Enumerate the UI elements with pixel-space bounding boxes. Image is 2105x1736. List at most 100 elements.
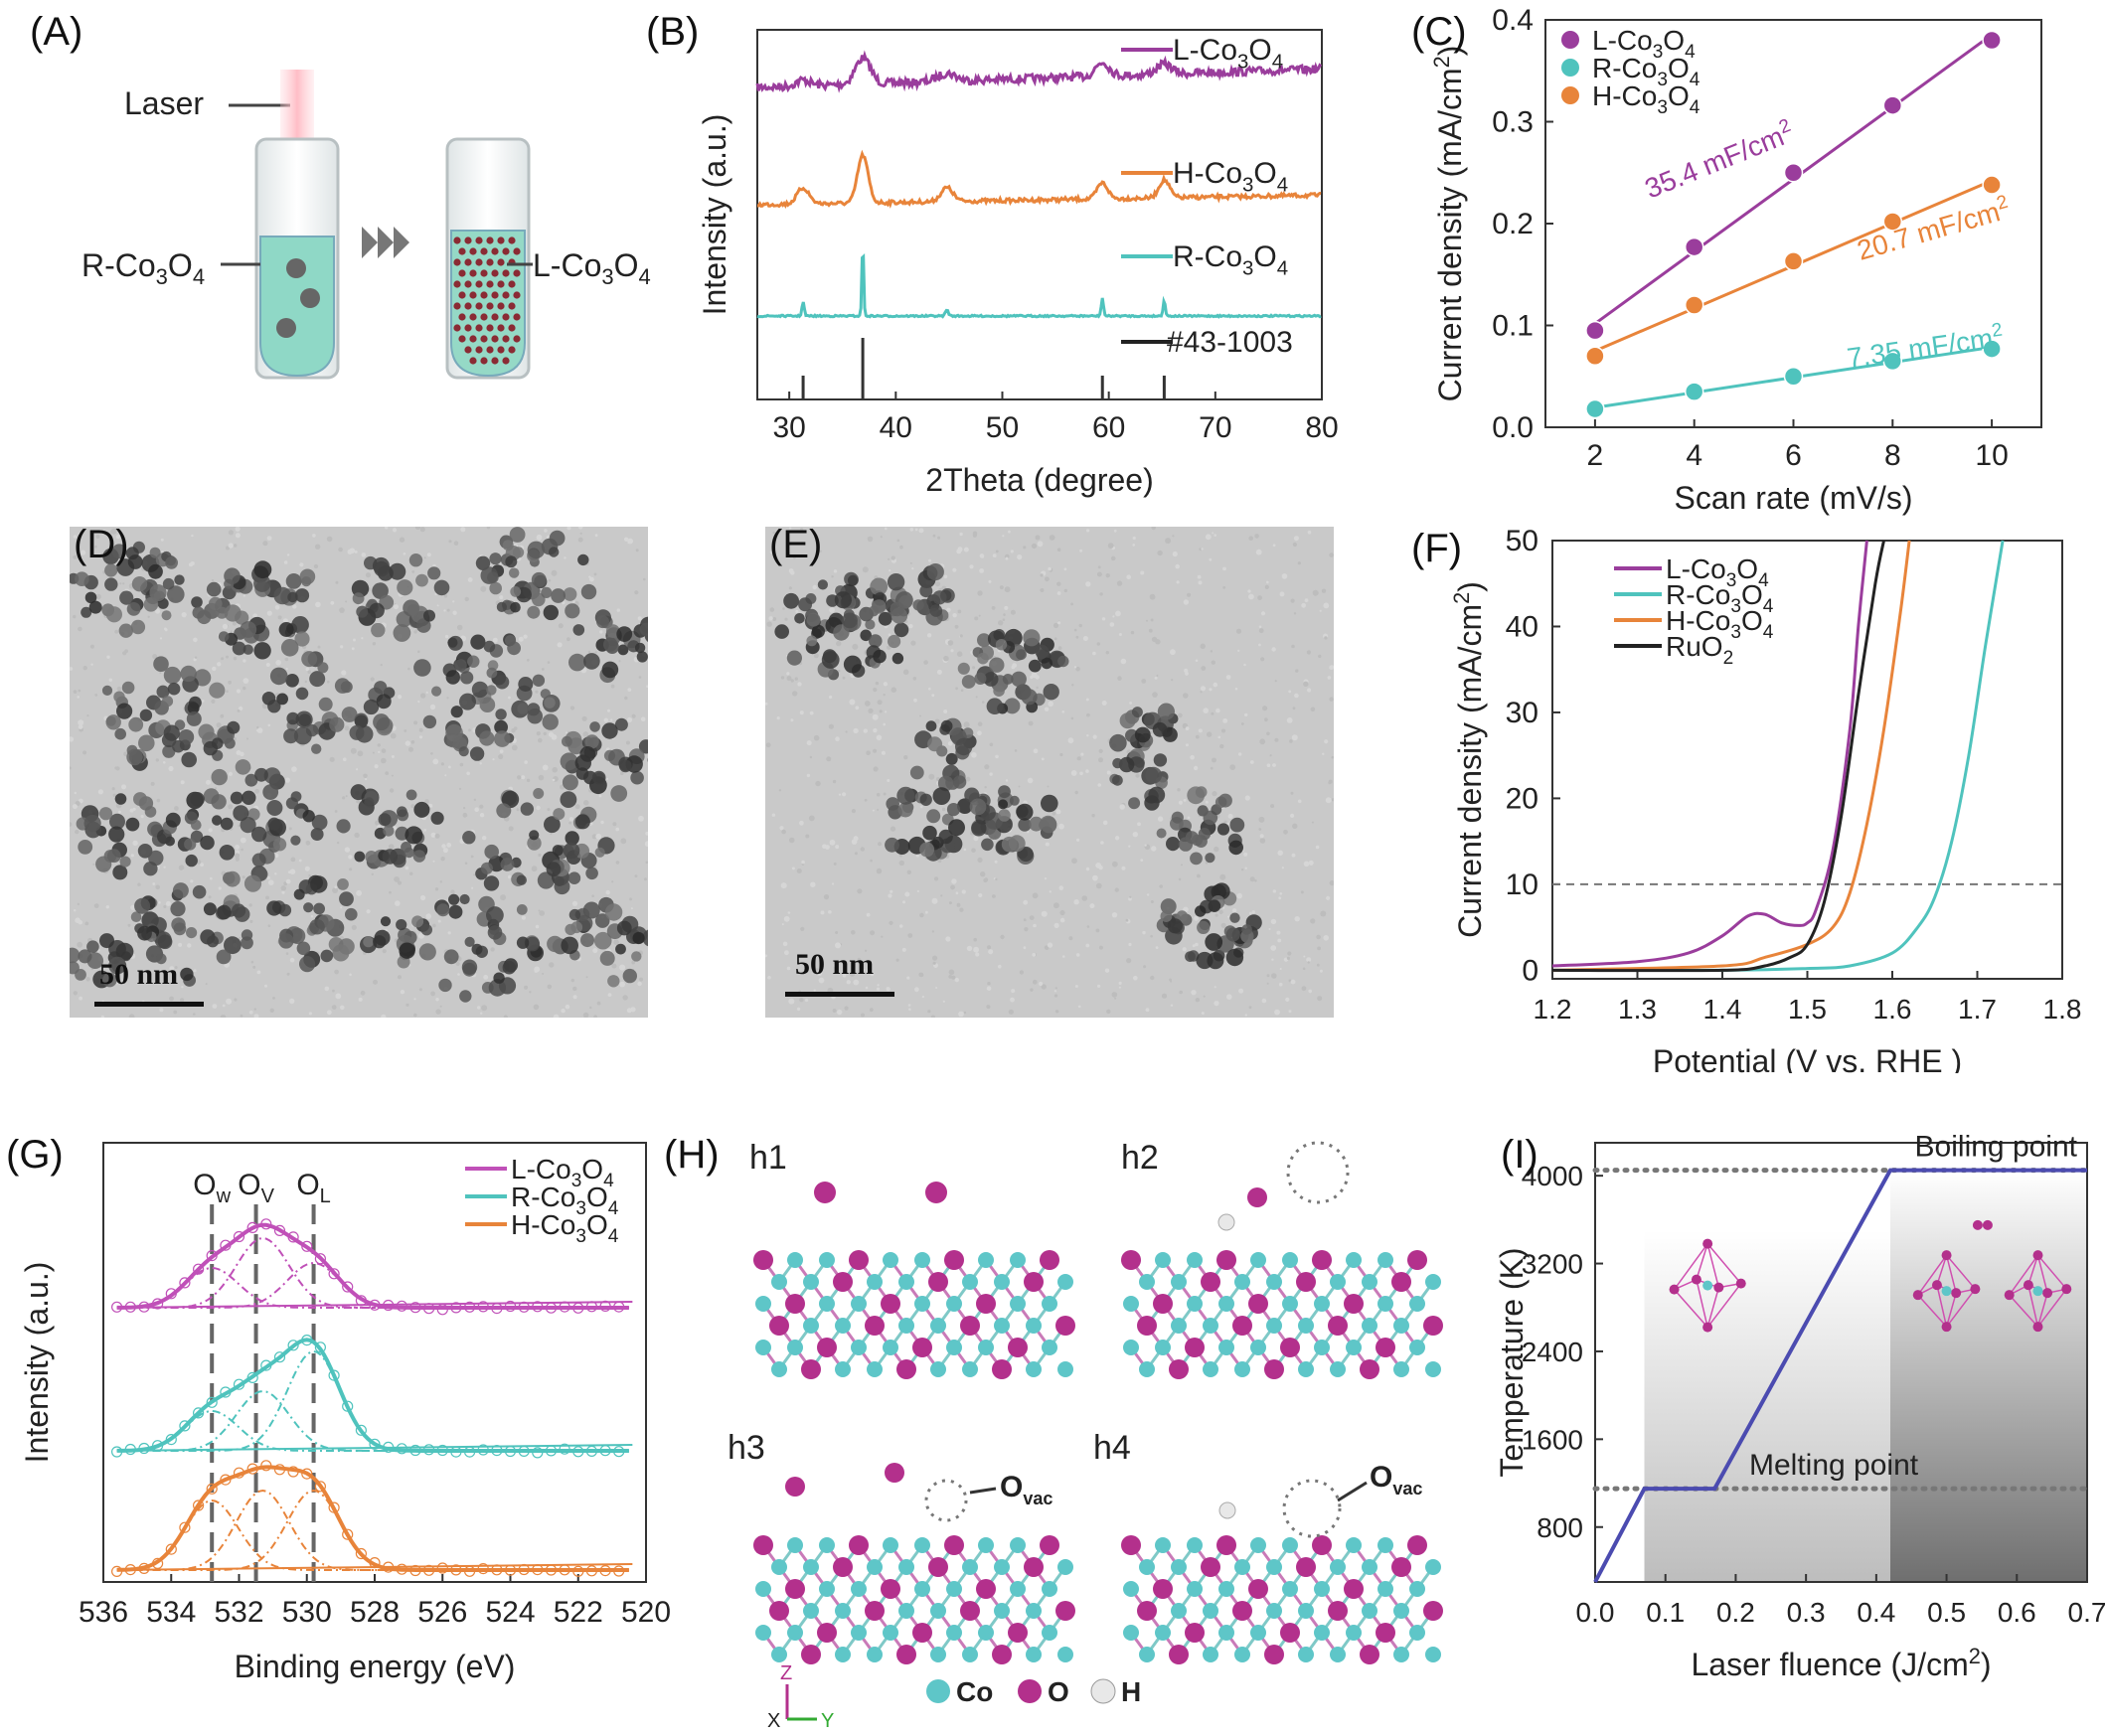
axis-label-y: Y [821, 1710, 834, 1731]
tem-noise [267, 611, 272, 616]
tem-noise [432, 924, 436, 928]
oxygen-atom [1391, 1557, 1411, 1577]
tem-noise [813, 585, 817, 589]
tem-noise [1247, 589, 1250, 592]
tem-noise [234, 544, 238, 548]
tube-right-label: L-Co3O4 [533, 247, 651, 289]
tem-noise [229, 772, 233, 776]
nanoparticle [127, 745, 138, 756]
x-tick-label: 70 [1199, 411, 1231, 444]
tem-noise [950, 649, 953, 652]
tem-noise [160, 637, 162, 639]
oxygen-atom [1232, 1316, 1252, 1336]
tem-noise [1071, 684, 1073, 686]
tem-noise [1089, 903, 1094, 908]
cobalt-atom [1203, 1318, 1218, 1334]
nanoparticle [299, 956, 315, 972]
nanoparticle [133, 792, 147, 806]
nanoparticle [140, 710, 152, 721]
tem-noise [74, 991, 78, 995]
tem-noise [1030, 915, 1035, 920]
tem-noise [1150, 594, 1156, 600]
oxygen-atom [1713, 1283, 1723, 1293]
nanoparticle [114, 728, 126, 740]
oxygen-atom [1185, 1338, 1205, 1357]
tem-noise [889, 633, 891, 636]
tem-noise [1320, 911, 1326, 917]
tem-noise [904, 892, 909, 897]
nanoparticle-dot [480, 313, 487, 320]
oxygen-atom [1296, 1557, 1316, 1577]
tem-noise [459, 788, 461, 790]
tem-noise [1171, 1005, 1173, 1007]
oxygen-atom [1137, 1316, 1157, 1336]
crystal-slab [1121, 1250, 1443, 1379]
nanoparticle [337, 819, 351, 833]
tem-noise [1294, 612, 1296, 614]
tem-noise [1282, 867, 1284, 868]
y-tick-label: 40 [1506, 610, 1538, 643]
tem-noise [995, 861, 998, 864]
tem-noise [568, 822, 571, 825]
cobalt-atom [1026, 1318, 1042, 1334]
tem-noise [1308, 990, 1312, 994]
tem-noise [1146, 1008, 1150, 1012]
oxygen-atom [1008, 1623, 1028, 1643]
legend-marker [1091, 1679, 1115, 1703]
cobalt-atom [1425, 1559, 1441, 1575]
tem-noise [799, 998, 803, 1002]
oxygen-atom [2005, 1290, 2015, 1300]
tem-noise [881, 936, 883, 938]
nanoparticle [211, 794, 226, 809]
nanoparticle [637, 651, 648, 662]
nanoparticle [955, 738, 972, 755]
tem-noise [1157, 551, 1162, 555]
tem-noise [1244, 713, 1247, 716]
y-tick-label: 20 [1506, 782, 1538, 815]
tem-noise [373, 752, 375, 754]
tem-noise [251, 961, 254, 964]
tem-noise [959, 533, 962, 536]
tem-noise [1330, 880, 1334, 885]
schematic-a: Laser R-Co3O4 L-Co3O4 [0, 0, 676, 437]
tem-noise [1211, 712, 1214, 715]
cobalt-atom [1425, 1361, 1441, 1377]
nanoparticle [1241, 924, 1252, 935]
tem-noise [299, 860, 302, 863]
tem-noise [606, 890, 610, 894]
tem-noise [881, 536, 883, 538]
tem-noise [645, 832, 648, 836]
cobalt-atom [1010, 1296, 1026, 1312]
tem-noise [1162, 994, 1167, 999]
cobalt-atom [930, 1647, 946, 1662]
nanoparticle [505, 555, 517, 567]
tem-noise [873, 714, 879, 720]
panel-label-b: (B) [646, 10, 699, 55]
nanoparticle [116, 704, 132, 719]
oxygen-atom [1328, 1316, 1348, 1336]
nanoparticle-dot [486, 324, 493, 331]
nanoparticle-dot [486, 237, 493, 243]
tem-noise [354, 833, 359, 838]
oxygen-atom [1942, 1250, 1952, 1260]
nanoparticle [413, 802, 429, 818]
tem-noise [1068, 737, 1074, 743]
tem-noise [870, 1008, 874, 1012]
oxygen-atom [833, 1272, 853, 1292]
y-tick-label: 30 [1506, 697, 1538, 729]
tem-noise [381, 1015, 386, 1018]
cobalt-atom [978, 1625, 994, 1641]
tem-noise [509, 826, 514, 831]
x-tick-label: 2 [1587, 439, 1604, 472]
tem-noise [772, 814, 775, 817]
tem-noise [984, 764, 989, 769]
tem-noise [236, 527, 241, 532]
nanoparticle [379, 813, 392, 826]
tem-noise [982, 701, 985, 704]
tem-noise [365, 778, 367, 780]
nanoparticle [1057, 656, 1068, 667]
tem-noise [1032, 544, 1037, 549]
tem-noise [569, 817, 573, 821]
tem-noise [902, 948, 906, 952]
tem-noise [1100, 841, 1104, 845]
